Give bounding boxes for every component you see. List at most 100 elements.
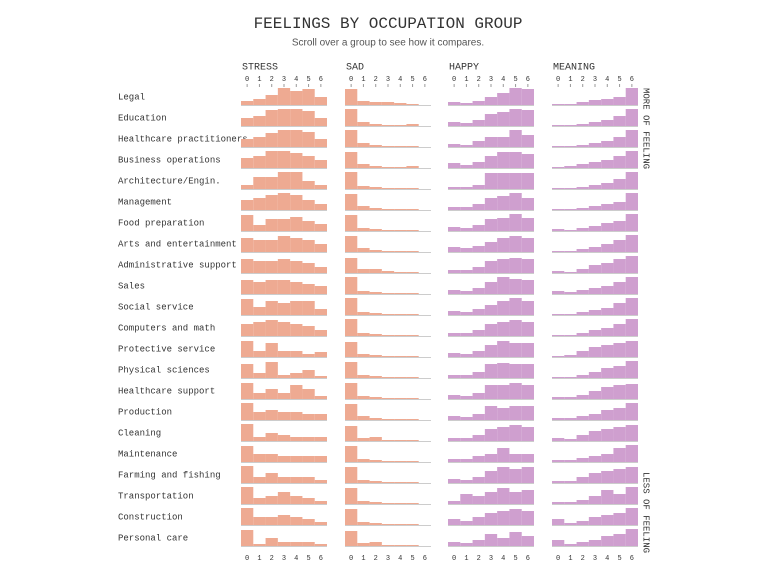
bin-label: 4 [605,555,609,563]
bar [448,416,461,420]
bar [381,271,395,273]
bar [448,207,461,210]
bar [552,377,565,378]
bar [472,330,485,336]
bar [497,488,510,504]
bar [484,324,498,336]
bin-label: 6 [423,76,427,84]
bar [613,179,626,189]
bar [277,351,291,357]
bar [625,193,638,210]
bar [509,532,522,546]
bar [576,187,589,189]
bar [381,419,395,420]
bar [369,166,382,168]
group-label: Farming and fishing [118,470,221,480]
bar [253,373,266,378]
bar [484,282,498,294]
bar [369,397,382,399]
bar [497,173,510,189]
bar [601,328,614,336]
bar [601,183,614,189]
bar [290,324,303,336]
bar [277,259,291,273]
bar [497,277,510,294]
bar [345,509,358,525]
bar [460,438,473,441]
bar [406,398,419,399]
bar [357,522,370,525]
bin-label: 5 [306,555,310,563]
bar [625,130,638,147]
bar [472,540,485,546]
bar [381,188,395,189]
bin-label: 6 [319,555,323,563]
bar [241,466,254,483]
bar [369,208,382,210]
bar [472,101,485,105]
bar [277,109,291,126]
bar [576,435,589,441]
bar [460,103,473,105]
bar [472,225,485,231]
bar [314,352,327,357]
bar [497,238,510,252]
bar [497,322,510,336]
bar [241,364,254,378]
bar [345,531,358,546]
bar [472,185,485,189]
bar [588,247,602,252]
bar [357,164,370,168]
bar [302,437,315,441]
bar [448,187,461,189]
group-label: Architecture/Engin. [118,176,221,186]
bar [497,363,510,378]
bar [460,494,473,504]
bar [576,395,589,399]
bar [588,347,602,357]
bar [290,282,303,294]
bar [277,322,291,336]
bar [357,438,370,441]
bar [497,301,510,315]
bar [345,215,358,231]
bar [576,477,589,483]
bin-label: 5 [617,76,621,84]
bar [576,208,589,210]
bar [448,333,461,336]
bar [357,248,370,252]
bar [613,469,626,483]
bar [484,219,498,231]
side-note: MORE OF FEELING [641,88,651,169]
bar [460,248,473,252]
bar [345,404,358,420]
bar [314,267,327,273]
bar [576,145,589,147]
bar [564,335,577,336]
bar [552,519,565,525]
bin-label: 1 [257,555,261,563]
side-note: LESS OF FEELING [641,472,651,553]
bar [241,259,254,273]
bar [613,324,626,336]
bar [601,490,614,504]
bar [588,517,602,525]
bar [564,481,577,483]
bar [369,523,382,525]
bar [564,188,577,189]
bar [521,89,534,105]
panel-title: MEANING [553,63,595,74]
bar [394,146,407,147]
bar [588,226,602,231]
bar [369,124,382,126]
bar [497,511,510,525]
bar [509,343,522,357]
bar [265,389,278,399]
bar [460,187,473,189]
bar [369,437,382,441]
bin-label: 1 [464,76,468,84]
bar [460,207,473,210]
bar [601,160,614,168]
bar [314,437,327,441]
bar [613,534,626,546]
